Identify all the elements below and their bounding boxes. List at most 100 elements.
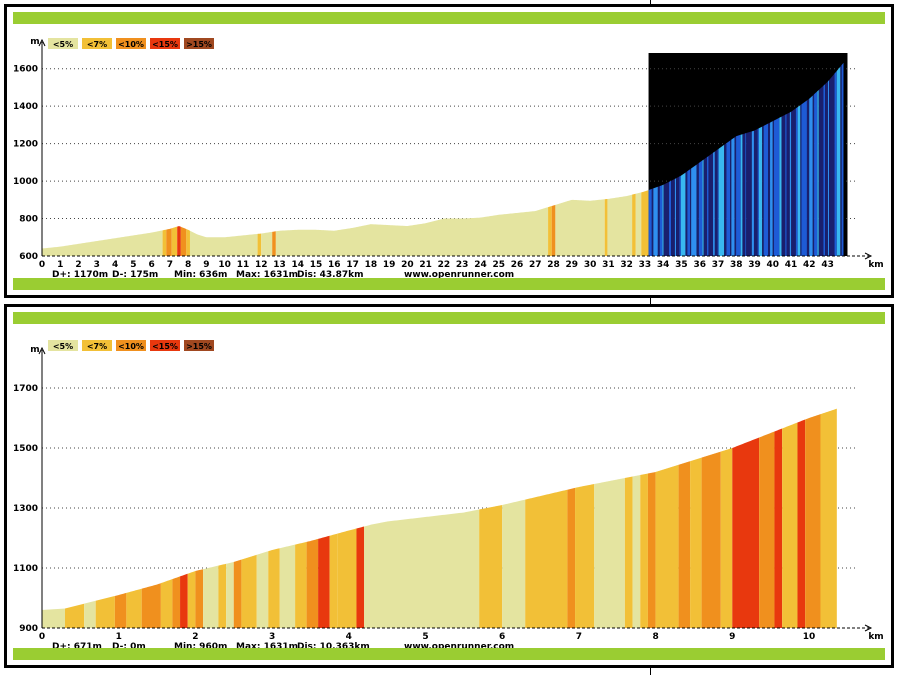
elevation-chart-bottom: 900 1100 1300 1500 1700 m 0 1 2 3 4 5 6 7 8 9 10 km <5% <7%… [13,340,884,652]
blue-stripe [795,107,798,257]
blue-stripe [718,144,725,256]
blue-stripe [703,157,708,256]
grade-segment [329,533,338,628]
y-tick-label: 600 [19,252,38,262]
stats-text: Dis: 43.87km [297,270,363,280]
elevation-profile-panel-bottom: 900 1100 1300 1500 1700 m 0 1 2 3 4 5 6 7 8 9 10 km <5% <7%… [4,304,894,668]
x-axis-label: km [868,260,883,270]
blue-stripe [708,152,714,256]
blue-stripe [713,151,715,256]
x-tick-label: 33 [639,260,652,270]
x-tick-label: 5 [130,260,136,270]
blue-stripe [659,185,663,256]
x-tick-label: 1 [116,632,122,642]
x-tick-label: 35 [675,260,688,270]
blue-stripe [751,130,754,256]
grade-segment [720,448,733,628]
blue-stripe [690,168,692,256]
grade-segment [551,204,556,256]
x-tick-label: 5 [422,632,428,642]
stats-text: D-: 0m [112,642,146,652]
x-tick-label: 11 [237,260,250,270]
blue-stripe [800,104,802,256]
stats-text: Max: 1631m [236,270,298,280]
green-header-bar [13,12,885,24]
grade-segment [275,207,549,256]
blue-stripe [836,66,841,256]
x-tick-label: 27 [529,260,542,270]
blue-stripe [757,128,759,256]
stats-text: Min: 636m [174,270,227,280]
grade-segment [186,229,190,256]
grade-segment [160,579,173,628]
y-tick-label: 900 [19,624,38,634]
x-tick-label: 26 [511,260,524,270]
grade-segment [337,528,357,628]
x-tick-label: 15 [310,260,323,270]
blue-stripe [806,98,810,257]
blue-stripe [685,171,688,256]
x-tick-label: 4 [112,260,118,270]
blue-stripe [740,134,743,256]
grade-segment [279,544,296,628]
blue-stripe [762,125,764,256]
y-tick-label: 1400 [13,102,38,112]
blue-stripe [691,164,697,256]
x-tick-label: 31 [602,260,615,270]
y-tick-label: 1500 [13,444,38,454]
y-axis-label: m [30,345,39,355]
blue-stripe [829,73,835,257]
grade-segment [256,551,269,628]
y-tick-label: 1600 [13,65,38,75]
y-axis-label: m [30,37,39,47]
blue-stripe [724,143,727,256]
x-tick-label: 14 [292,260,305,270]
grade-segment [364,509,480,628]
grade-segment [187,571,196,628]
blue-stripe [702,159,704,256]
grade-segment [555,199,605,256]
x-tick-label: 22 [438,260,451,270]
legend-label: >15% [186,342,212,351]
blue-stripe [687,169,691,256]
blue-stripe [648,188,652,256]
x-tick-label: 7 [576,632,582,642]
grade-segment [624,476,633,628]
y-tick-label: 1300 [13,504,38,514]
watermark-text: www.openrunner.com [404,270,514,280]
blue-stripe [818,85,824,256]
blue-stripe [679,175,681,256]
legend-swatch [150,340,180,351]
y-axis-arrow [38,38,46,47]
x-tick-label: 7 [167,260,173,270]
grade-segment [820,408,837,628]
x-tick-label: 8 [652,632,658,642]
grade-segment [502,499,526,628]
grade-segment [356,526,365,628]
blue-stripe [817,89,819,256]
grade-segment [690,457,702,628]
x-tick-label: 25 [492,260,505,270]
grade-segment [632,193,636,256]
y-tick-label: 1000 [13,177,38,187]
blue-stripe [742,133,746,256]
grade-segment [575,484,595,628]
legend-swatch [116,38,146,49]
grade-segment [84,600,96,628]
blue-stripe [696,163,699,256]
blue-stripe [734,136,737,256]
grade-segment [189,230,258,256]
blue-stripe [731,137,735,256]
grade-segment [306,538,319,628]
blue-stripe [662,184,664,256]
x-tick-label: 23 [456,260,469,270]
x-tick-label: 9 [729,632,735,642]
legend-swatch [48,38,78,49]
grade-segment [257,233,262,256]
grade-segment [774,428,783,628]
x-tick-label: 13 [273,260,286,270]
blue-stripe [758,126,763,256]
grade-segment [782,422,798,628]
blue-stripe [674,178,677,256]
